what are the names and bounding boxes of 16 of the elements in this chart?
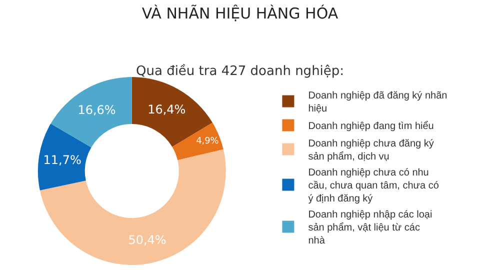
donut-slice: [40, 149, 226, 265]
data-label: 16,4%: [148, 102, 186, 117]
data-label: 4,9%: [196, 136, 219, 146]
donut-slice: [172, 122, 224, 160]
legend-label: Doanh nghiệp đang tìm hiểu: [308, 120, 434, 132]
chart-title: VÀ NHÃN HIỆU HÀNG HÓA: [142, 4, 339, 23]
legend-label: Doanh nghiệp chưa có nhu cầu, chưa quan tâm, chưa có ý định đăng ký: [308, 168, 440, 205]
chart-subtitle: Qua điều tra 427 doanh nghiệp:: [136, 63, 344, 79]
legend-label: Doanh nghiệp nhập các loại sản phẩm, vật liệu từ các nhà: [308, 210, 432, 247]
data-label: 16,6%: [78, 102, 116, 117]
legend-label: Doanh nghiệp chưa đăng ký sản phẩm, dịch vụ: [308, 138, 434, 163]
donut-slice: [50, 77, 132, 148]
donut-slice: [38, 124, 92, 190]
data-label: 11,7%: [43, 152, 82, 167]
legend-label: Doanh nghiệp đã đăng ký nhãn hiệu: [308, 90, 448, 115]
data-label: 50,4%: [128, 232, 166, 247]
